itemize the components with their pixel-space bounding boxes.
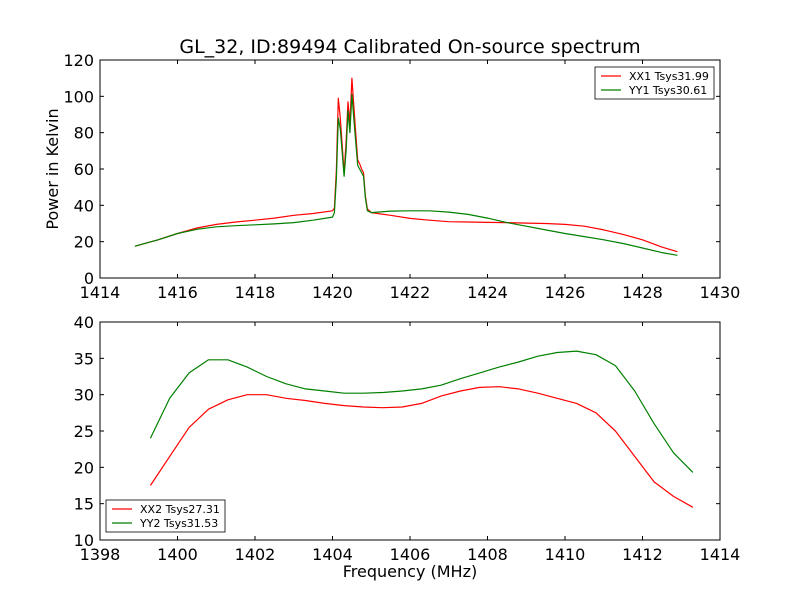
x-tick-label: 1420 xyxy=(312,283,353,302)
legend-label: XX2 Tsys27.31 xyxy=(140,503,220,516)
series-line-2 xyxy=(134,93,678,256)
series-line-1 xyxy=(134,77,678,253)
y-axis-label: Power in Kelvin xyxy=(43,108,62,229)
top-plot: 1414 1416 1418 1420 1422 1424 1426 1428 1430 0 20 4… xyxy=(43,51,740,302)
x-tick-label: 1424 xyxy=(467,283,508,302)
x-tick-label: 1430 xyxy=(700,283,741,302)
y-tick-label: 10 xyxy=(74,531,94,550)
y-tick-label: 25 xyxy=(74,422,94,441)
x-tick-label: 1398 xyxy=(80,545,121,564)
x-tick-label: 1426 xyxy=(545,283,586,302)
x-tick-label: 1422 xyxy=(390,283,431,302)
x-axis-label: Frequency (MHz) xyxy=(343,562,477,581)
y-tick-label: 0 xyxy=(84,269,94,288)
y-tick-label: 40 xyxy=(74,313,94,332)
x-tick-label: 1406 xyxy=(390,545,431,564)
series-line-2 xyxy=(149,350,694,473)
legend-label: YY2 Tsys31.53 xyxy=(139,517,218,530)
x-tick-label: 1416 xyxy=(157,283,198,302)
y-tick-label: 80 xyxy=(74,124,94,143)
y-tick-label: 120 xyxy=(63,51,94,70)
x-tick-label: 1402 xyxy=(235,545,276,564)
x-tick-label: 1414 xyxy=(80,283,121,302)
y-tick-label: 40 xyxy=(74,196,94,215)
legend-box xyxy=(594,66,715,100)
y-tick-label: 35 xyxy=(74,349,94,368)
legend-label: XX1 Tsys31.99 xyxy=(629,70,709,83)
bottom-plot: 1398 1400 1402 1404 1406 1408 1410 1412 1414 10 15… xyxy=(74,313,741,564)
legend-box xyxy=(105,499,226,533)
x-tick-label: 1408 xyxy=(467,545,508,564)
x-tick-label: 1428 xyxy=(622,283,663,302)
y-tick-label: 20 xyxy=(74,233,94,252)
x-tick-label: 1414 xyxy=(700,545,741,564)
x-tick-label: 1418 xyxy=(235,283,276,302)
y-tick-label: 20 xyxy=(74,458,94,477)
x-tick-label: 1404 xyxy=(312,545,353,564)
x-tick-label: 1410 xyxy=(545,545,586,564)
x-tick-label: 1400 xyxy=(157,545,198,564)
series-line-1 xyxy=(149,386,694,508)
y-tick-label: 60 xyxy=(74,160,94,179)
y-tick-label: 15 xyxy=(74,495,94,514)
y-tick-label: 100 xyxy=(63,87,94,106)
figure-title: GL_32, ID:89494 Calibrated On-source spe… xyxy=(179,36,640,58)
legend-label: YY1 Tsys30.61 xyxy=(628,84,707,97)
y-tick-label: 30 xyxy=(74,386,94,405)
x-tick-label: 1412 xyxy=(622,545,663,564)
